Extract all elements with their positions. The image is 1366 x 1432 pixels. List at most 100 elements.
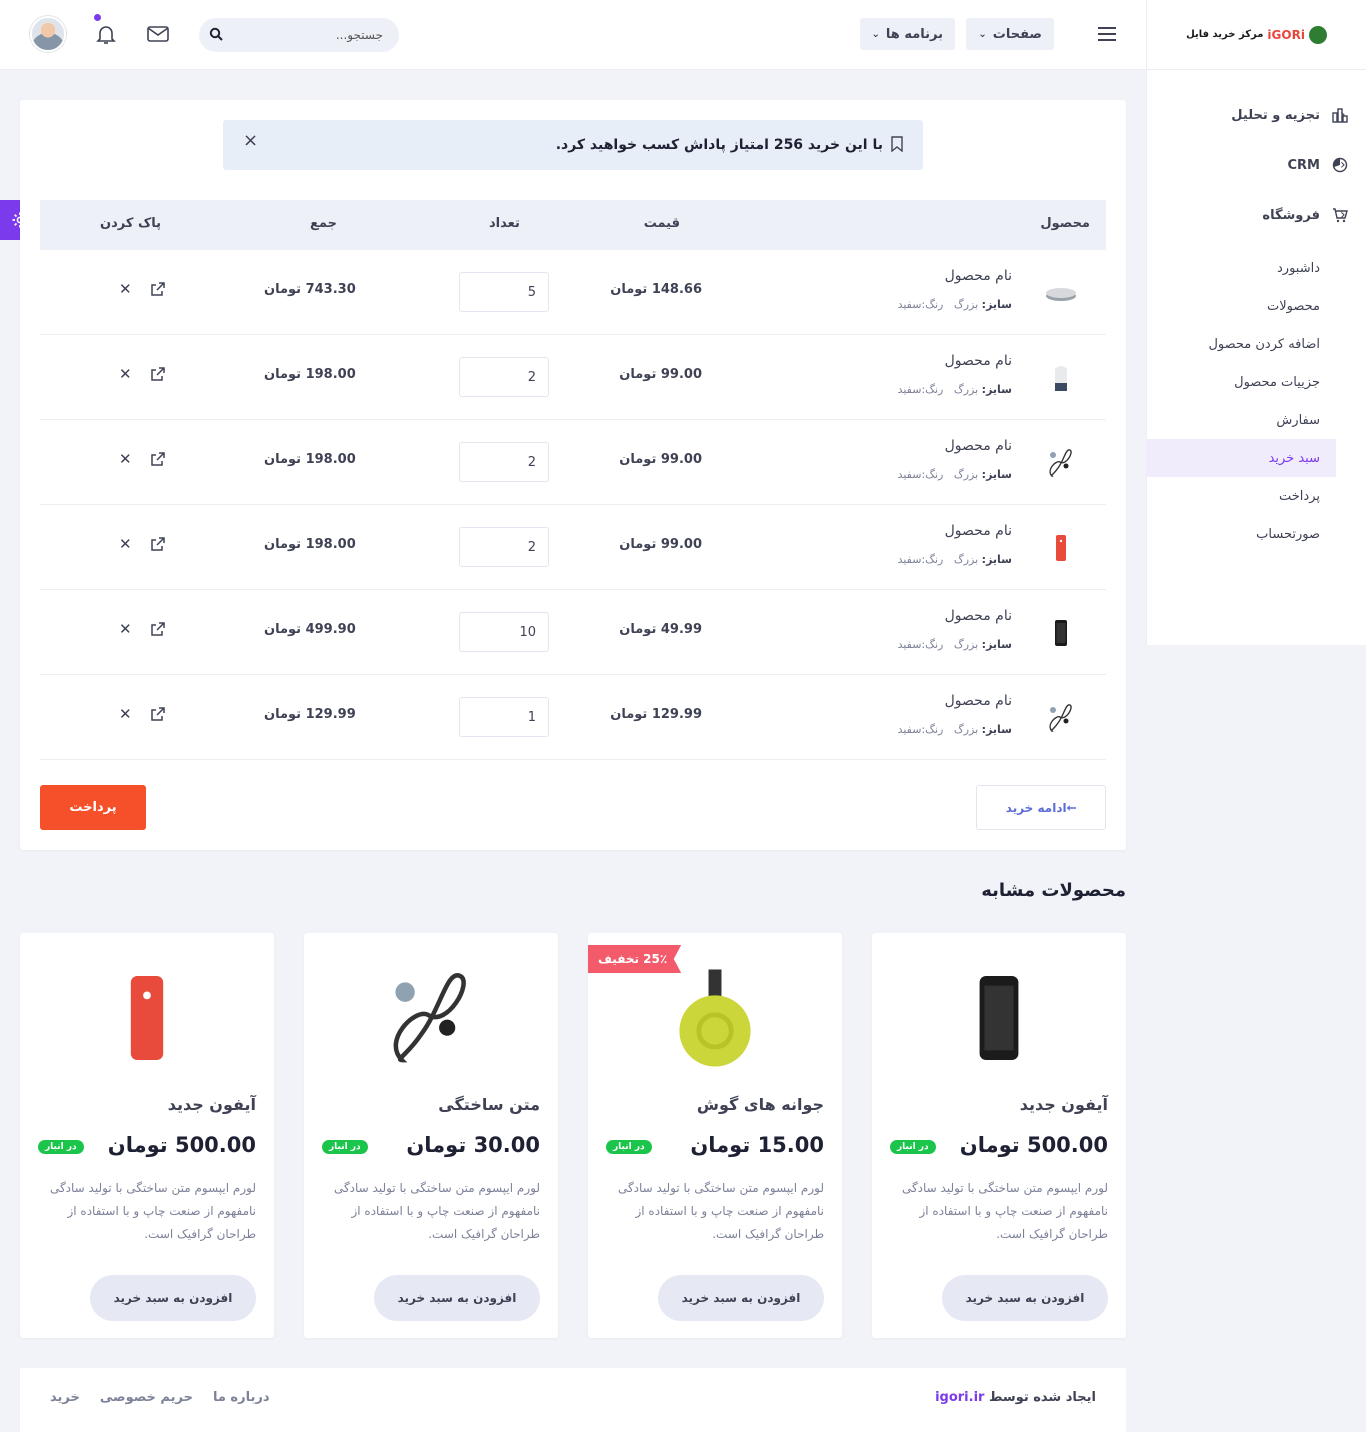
sidebar-group-label: فروشگاه [1262, 207, 1320, 223]
unit-price: 99.00 تومان [619, 452, 702, 467]
earbuds-icon [1044, 701, 1078, 735]
product-name[interactable]: نام محصول [944, 608, 1012, 624]
remove-icon[interactable]: ✕ [119, 280, 132, 298]
footer-credit-link[interactable]: igori.ir [935, 1390, 985, 1405]
add-to-cart-button[interactable]: افزودن به سبد خرید [90, 1275, 256, 1321]
sidebar-item-dashboard[interactable]: داشبورد [1277, 260, 1320, 276]
line-total: 198.00 تومان [264, 537, 356, 552]
product-name[interactable]: نام محصول [944, 353, 1012, 369]
arrow-left-icon: ⭠ [1066, 800, 1077, 814]
product-price: 500.00 تومان [107, 1133, 256, 1157]
chevron-left-icon: ‹ [1340, 157, 1346, 173]
external-link-icon[interactable] [150, 451, 166, 467]
color-label: رنگ: [921, 468, 944, 481]
sidebar-group-label: CRM [1287, 157, 1321, 173]
chevron-down-icon: ⌄ [978, 28, 987, 40]
search-icon[interactable] [209, 27, 223, 41]
apps-dropdown-label: برنامه ها [885, 26, 943, 42]
quantity-input[interactable] [459, 442, 549, 482]
bar-chart-icon [1332, 108, 1348, 123]
bell-icon[interactable] [94, 22, 118, 46]
sidebar-group-analytics[interactable]: تجزیه و تحلیل ‹ [1146, 90, 1366, 140]
quantity-input[interactable] [459, 272, 549, 312]
external-link-icon[interactable] [150, 536, 166, 552]
product-description: لورم ایپسوم متن ساختگی با تولید سادگی نا… [49, 1181, 256, 1241]
menu-toggle-icon[interactable] [1098, 27, 1116, 41]
sidebar-item-checkout[interactable]: پرداخت [1279, 488, 1320, 504]
external-link-icon[interactable] [150, 366, 166, 382]
search-box [199, 18, 399, 52]
add-to-cart-button[interactable]: افزودن به سبد خرید [942, 1275, 1108, 1321]
sidebar-item-cart[interactable]: سبد خرید [1146, 439, 1336, 477]
add-to-cart-button[interactable]: افزودن به سبد خرید [658, 1275, 824, 1321]
product-title[interactable]: جوانه های گوش [696, 1095, 824, 1114]
cart-table-header: محصول قیمت تعداد جمع پاک کردن [40, 200, 1106, 250]
product-name[interactable]: نام محصول [944, 268, 1012, 284]
sidebar-item-invoice[interactable]: صورتحساب [1256, 526, 1320, 542]
product-name[interactable]: نام محصول [944, 523, 1012, 539]
sidebar-group-crm[interactable]: CRM ‹ [1146, 140, 1366, 190]
remove-icon[interactable]: ✕ [119, 450, 132, 468]
quantity-input[interactable] [459, 612, 549, 652]
quantity-input[interactable] [459, 527, 549, 567]
remove-icon[interactable]: ✕ [119, 535, 132, 553]
product-card: 25٪ تخفیف جوانه های گوش 15.00 تومان در ا… [588, 933, 842, 1338]
close-icon[interactable]: × [243, 130, 259, 151]
remove-icon[interactable]: ✕ [119, 705, 132, 723]
topbar: صفحات ⌄ برنامه ها ⌄ [0, 0, 1146, 70]
product-name[interactable]: نام محصول [944, 693, 1012, 709]
sidebar-group-shop[interactable]: فروشگاه ‹ [1146, 190, 1366, 240]
product-title[interactable]: آیفون جدید [167, 1095, 256, 1114]
pages-dropdown-label: صفحات [992, 26, 1042, 42]
color-value: سفید [897, 298, 922, 311]
cart-row: نام محصول سایز: بزرگ رنگ:سفید 99.00 توما… [40, 335, 1106, 420]
cart-row: نام محصول سایز: بزرگ رنگ:سفید 148.66 توم… [40, 250, 1106, 335]
footer-credit-prefix: ایجاد شده توسط [988, 1390, 1096, 1405]
chromecast-icon [640, 963, 790, 1073]
color-label: رنگ: [921, 298, 944, 311]
mail-icon[interactable] [146, 22, 170, 46]
brand[interactable]: iGORi مرکز خرید فایل [1147, 0, 1366, 70]
sidebar-item-add-product[interactable]: اضافه کردن محصول [1208, 336, 1320, 352]
search-input[interactable] [233, 20, 383, 50]
col-qty: تعداد [489, 216, 520, 231]
cart-card: با این خرید 256 امتیاز پاداش کسب خواهید … [20, 100, 1126, 850]
size-value: بزرگ [953, 468, 979, 481]
chevron-left-icon: ‹ [1340, 107, 1346, 123]
footer-link-about[interactable]: درباره ما [212, 1390, 270, 1405]
footer-link-privacy[interactable]: حریم خصوصی [99, 1390, 193, 1405]
product-title[interactable]: آیفون جدید [1019, 1095, 1108, 1114]
line-total: 499.90 تومان [264, 622, 356, 637]
continue-shopping-button[interactable]: ⭠ ادامه خرید [976, 785, 1106, 830]
remove-icon[interactable]: ✕ [119, 620, 132, 638]
cart-row: نام محصول سایز: بزرگ رنگ:سفید 99.00 توما… [40, 420, 1106, 505]
color-label: رنگ: [921, 723, 944, 736]
external-link-icon[interactable] [150, 706, 166, 722]
product-title[interactable]: متن ساختگی [438, 1095, 540, 1114]
footer-link-purchase[interactable]: خرید [50, 1390, 80, 1405]
size-value: بزرگ [953, 723, 979, 736]
reward-alert: با این خرید 256 امتیاز پاداش کسب خواهید … [223, 120, 923, 170]
size-label: سایز: [981, 638, 1012, 651]
pages-dropdown[interactable]: صفحات ⌄ [966, 18, 1054, 50]
remove-icon[interactable]: ✕ [119, 365, 132, 383]
black-phone-icon [924, 963, 1074, 1073]
external-link-icon[interactable] [150, 281, 166, 297]
color-label: رنگ: [921, 383, 944, 396]
sidebar-item-orders[interactable]: سفارش [1276, 412, 1320, 428]
quantity-input[interactable] [459, 357, 549, 397]
sidebar-item-products[interactable]: محصولات [1267, 298, 1320, 314]
avatar[interactable] [30, 16, 66, 52]
product-card: آیفون جدید 500.00 تومان در انبار لورم ای… [872, 933, 1126, 1338]
sidebar-item-product-details[interactable]: جزییات محصول [1234, 374, 1320, 390]
footer-links: درباره ما حریم خصوصی خرید [50, 1390, 270, 1405]
mascot-logo-icon [1308, 25, 1327, 44]
footer-credit: ایجاد شده توسط igori.ir [935, 1390, 1096, 1405]
add-to-cart-button[interactable]: افزودن به سبد خرید [374, 1275, 540, 1321]
quantity-input[interactable] [459, 697, 549, 737]
pay-button[interactable]: پرداخت [40, 785, 146, 830]
apps-dropdown[interactable]: برنامه ها ⌄ [859, 18, 955, 50]
external-link-icon[interactable] [150, 621, 166, 637]
size-label: سایز: [981, 383, 1012, 396]
product-name[interactable]: نام محصول [944, 438, 1012, 454]
